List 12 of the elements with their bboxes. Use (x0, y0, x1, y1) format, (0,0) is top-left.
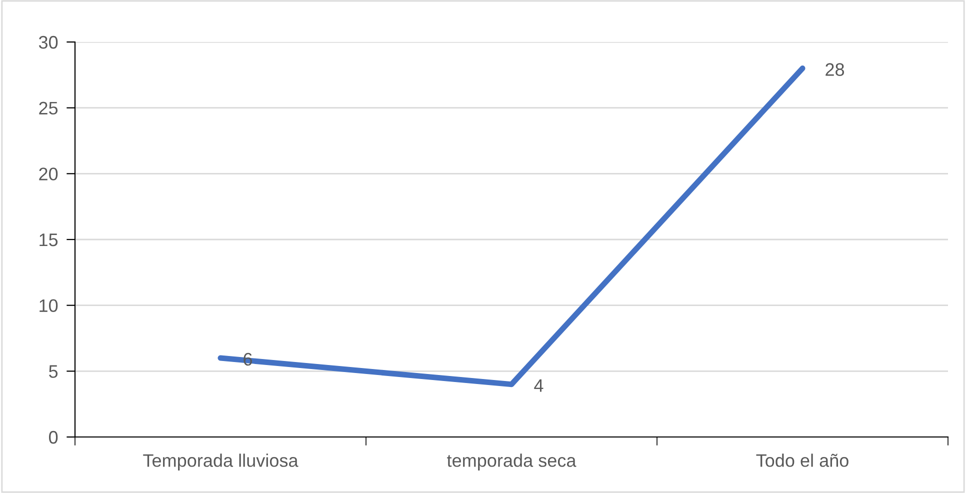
y-tick-label: 5 (49, 365, 58, 378)
data-label: 28 (826, 63, 844, 76)
y-tick-label: 10 (40, 299, 58, 312)
y-tick-label: 15 (40, 234, 58, 246)
y-tick-label: 30 (38, 36, 58, 49)
x-tick-label: Temporada lluviosa (143, 454, 298, 470)
y-tick-label: 20 (39, 168, 58, 180)
y-tick-label: 0 (49, 430, 58, 444)
y-tick-label: 25 (39, 102, 58, 115)
x-tick-label: Todo el año (756, 454, 848, 467)
data-label: 4 (534, 379, 544, 392)
x-tick-label: temporada seca (447, 454, 576, 470)
